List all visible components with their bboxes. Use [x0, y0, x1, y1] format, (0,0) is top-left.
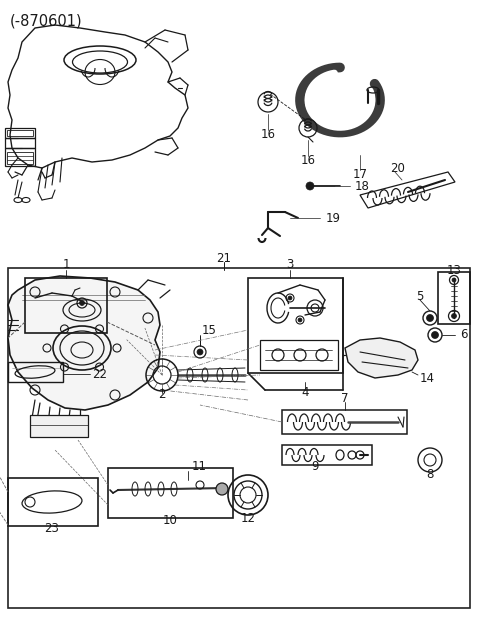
Bar [8, 362, 63, 382]
Bar [7, 152, 33, 164]
Bar [25, 278, 107, 333]
Bar [7, 130, 33, 136]
Circle shape [288, 296, 292, 300]
Bar [8, 478, 98, 526]
Circle shape [306, 182, 314, 190]
Circle shape [432, 331, 439, 338]
Bar [108, 468, 233, 518]
Text: 4: 4 [301, 386, 309, 399]
Circle shape [452, 313, 456, 318]
Bar [260, 340, 338, 370]
Text: 23: 23 [45, 522, 60, 535]
Bar [282, 410, 407, 434]
Text: 10: 10 [163, 514, 178, 527]
Polygon shape [345, 338, 418, 378]
Text: 16: 16 [261, 129, 276, 142]
Text: 5: 5 [416, 290, 424, 303]
Text: 15: 15 [202, 323, 217, 336]
Text: 12: 12 [240, 512, 255, 525]
Text: (-870601): (-870601) [10, 14, 83, 29]
Text: 6: 6 [460, 328, 468, 341]
Text: 9: 9 [311, 461, 319, 474]
Text: 20: 20 [391, 162, 406, 175]
Bar [5, 138, 35, 148]
Text: 7: 7 [341, 391, 349, 404]
Circle shape [80, 301, 84, 306]
Circle shape [452, 278, 456, 282]
Text: 11: 11 [192, 461, 207, 474]
Bar [438, 272, 470, 324]
Text: 17: 17 [352, 168, 368, 182]
Text: 2: 2 [158, 389, 166, 401]
Bar [8, 268, 470, 608]
Bar [30, 415, 88, 437]
Bar [5, 148, 35, 166]
Circle shape [298, 318, 302, 322]
Circle shape [197, 349, 203, 355]
Text: 22: 22 [92, 368, 107, 381]
Polygon shape [8, 276, 160, 410]
Text: 13: 13 [446, 263, 461, 276]
Bar [282, 445, 372, 465]
Circle shape [427, 314, 433, 321]
Text: 3: 3 [286, 258, 294, 271]
Text: 18: 18 [355, 180, 370, 192]
Text: 16: 16 [300, 155, 315, 167]
Text: 1: 1 [62, 258, 70, 271]
Circle shape [216, 483, 228, 495]
Text: 19: 19 [326, 212, 341, 225]
Text: 8: 8 [426, 467, 434, 480]
Bar [248, 278, 343, 373]
Bar [5, 128, 35, 138]
Text: 14: 14 [420, 371, 435, 384]
Text: 21: 21 [216, 251, 231, 265]
